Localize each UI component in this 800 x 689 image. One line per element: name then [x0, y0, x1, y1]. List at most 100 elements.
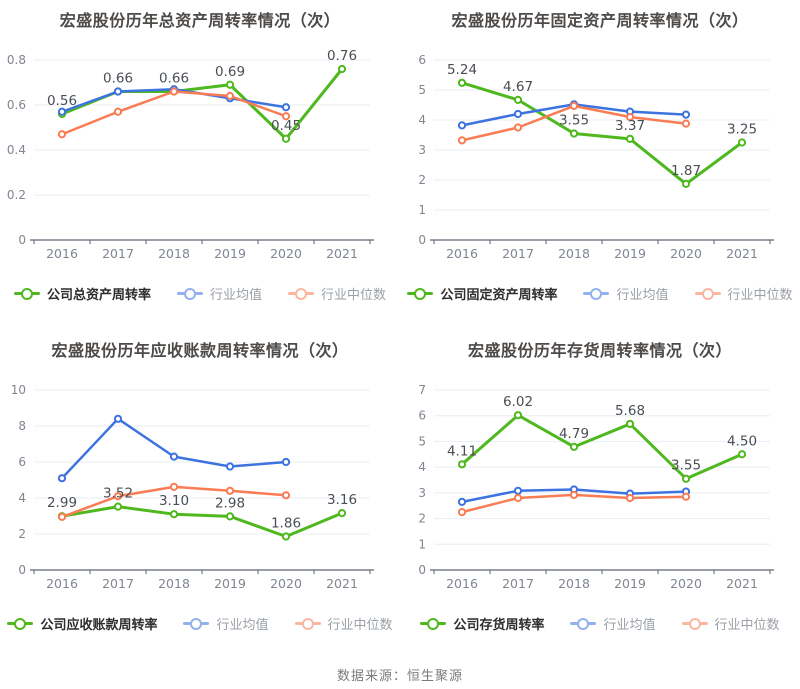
- y-tick-label: 1: [418, 203, 426, 217]
- y-tick-label: 8: [18, 419, 26, 433]
- legend-label: 行业中位数: [321, 288, 387, 303]
- data-point-company: [281, 532, 291, 541]
- x-tick-label: 2017: [102, 246, 134, 261]
- data-point-company: [569, 442, 579, 451]
- y-tick-label: 7: [418, 383, 426, 397]
- line-series-marker-icon: [407, 287, 434, 300]
- x-tick-label: 2020: [670, 576, 702, 591]
- y-tick-label: 0.4: [7, 143, 26, 157]
- x-tick-label: 2021: [326, 246, 358, 261]
- line-series-marker-icon: [681, 617, 708, 630]
- legend-item-industry-mean: 行业均值: [176, 284, 262, 303]
- data-point-industry_median: [57, 130, 67, 139]
- data-point-industry_mean: [169, 452, 179, 461]
- data-point-industry_median: [681, 119, 691, 128]
- data-label: 3.37: [615, 118, 645, 134]
- data-point-company: [169, 510, 179, 519]
- legend-item-industry-mean: 行业均值: [183, 614, 269, 633]
- data-label: 3.16: [327, 492, 357, 508]
- data-label: 0.66: [103, 71, 133, 87]
- data-point-company: [681, 179, 691, 188]
- data-point-industry_mean: [57, 107, 67, 116]
- data-point-industry_median: [281, 491, 291, 500]
- series-line-company: [60, 505, 344, 539]
- data-point-industry_median: [281, 112, 291, 121]
- data-label: 0.45: [271, 118, 301, 134]
- data-label: 5.24: [447, 62, 477, 78]
- data-point-industry_mean: [457, 497, 467, 506]
- series-line-company: [460, 81, 744, 186]
- legend-label: 行业中位数: [327, 618, 393, 633]
- data-label: 0.66: [159, 71, 189, 87]
- data-point-industry_median: [681, 492, 691, 501]
- x-tick-label: 2018: [158, 246, 190, 261]
- legend-label: 行业中位数: [727, 288, 793, 303]
- data-label: 3.55: [559, 113, 589, 129]
- data-label: 0.76: [327, 48, 357, 64]
- data-point-industry_median: [57, 512, 67, 521]
- x-tick-label: 2016: [46, 246, 78, 261]
- data-point-industry_median: [169, 482, 179, 491]
- line-series-marker-icon: [570, 617, 597, 630]
- data-point-company: [225, 80, 235, 89]
- chart-title: 宏盛股份历年存货周转率情况（次）: [467, 341, 732, 360]
- line-series-marker-icon: [288, 287, 314, 300]
- data-label: 3.52: [103, 486, 133, 502]
- chart-title: 宏盛股份历年固定资产周转率情况（次）: [451, 11, 749, 30]
- y-tick-label: 6: [18, 455, 26, 469]
- x-tick-label: 2018: [558, 576, 590, 591]
- line-plot: 0 1 2 3 4 5 6 2016 2017 2018 2019 2020 2021 5.24 4.67 3…: [418, 53, 774, 261]
- data-point-company: [457, 460, 467, 469]
- y-tick-label: 3: [418, 486, 426, 500]
- y-tick-label: 6: [418, 409, 426, 423]
- data-point-industry_mean: [281, 103, 291, 112]
- line-series-marker-icon: [183, 617, 210, 630]
- x-tick-label: 2018: [558, 246, 590, 261]
- legend-item-company: 公司固定资产周转率: [407, 284, 557, 303]
- legend-label: 行业均值: [616, 288, 669, 303]
- legend-item-industry-mean: 行业均值: [570, 614, 656, 633]
- data-point-industry_median: [457, 508, 467, 517]
- y-tick-label: 2: [418, 512, 426, 526]
- data-point-industry_mean: [457, 121, 467, 130]
- data-point-company: [337, 509, 347, 518]
- line-plot: 0 2 4 6 8 10 2016 2017 2018 2019 2020 2021 2.99 3.52 3…: [11, 383, 374, 591]
- x-tick-label: 2016: [46, 576, 78, 591]
- x-tick-label: 2018: [158, 576, 190, 591]
- data-source-note: 数据来源：恒生聚源: [336, 669, 463, 684]
- data-label: 2.98: [215, 495, 245, 511]
- chart-legend: 公司应收账款周转率 行业均值 行业中位数: [0, 614, 400, 633]
- data-label: 0.69: [215, 64, 245, 80]
- data-point-industry_mean: [57, 474, 67, 483]
- data-point-company: [281, 134, 291, 143]
- data-point-industry_median: [113, 107, 123, 116]
- data-point-industry_mean: [113, 414, 123, 423]
- y-tick-label: 10: [11, 383, 26, 397]
- legend-label: 公司应收账款周转率: [40, 618, 158, 633]
- line-plot: 0 1 2 3 4 5 6 7 2016 2017 2018 2019 2020 2021 4.11 6.02…: [418, 383, 774, 591]
- legend-label: 公司总资产周转率: [46, 288, 151, 303]
- legend-item-industry-median: 行业中位数: [681, 614, 780, 633]
- data-point-industry_mean: [513, 109, 523, 119]
- x-tick-label: 2019: [614, 246, 646, 261]
- legend-item-company: 公司存货周转率: [420, 614, 544, 633]
- legend-item-company: 公司应收账款周转率: [7, 614, 157, 633]
- chart-total-asset-turnover: 宏盛股份历年总资产周转率情况（次） 0 0.2 0.4 0.6 0.8 2016 2017 2…: [0, 0, 400, 330]
- data-label: 0.56: [47, 93, 77, 109]
- data-label: 1.86: [271, 516, 301, 532]
- line-series-marker-icon: [7, 617, 34, 630]
- x-tick-label: 2017: [502, 576, 534, 591]
- data-point-industry_median: [169, 87, 179, 96]
- data-point-company: [113, 502, 123, 511]
- data-point-industry_median: [513, 493, 523, 503]
- line-series-marker-icon: [176, 287, 203, 300]
- y-tick-label: 6: [418, 53, 426, 67]
- legend-label: 行业均值: [216, 618, 269, 633]
- data-point-industry_mean: [225, 462, 235, 471]
- data-point-company: [513, 95, 523, 105]
- y-tick-label: 1: [418, 537, 426, 551]
- data-point-industry_median: [625, 112, 635, 122]
- line-series-marker-icon: [420, 617, 447, 630]
- data-label: 4.79: [559, 426, 589, 442]
